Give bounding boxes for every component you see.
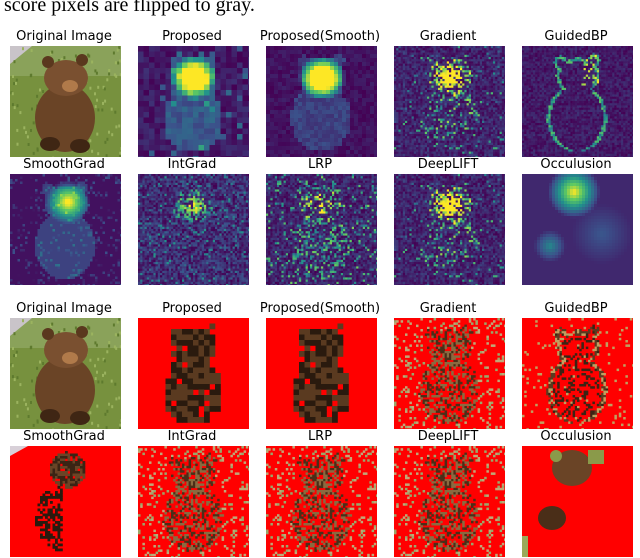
cell-title: Original Image [0,30,128,44]
panel-image [394,46,505,157]
cell-guidedbp: GuidedBP [512,302,640,430]
panel-masked [266,446,377,557]
cell-title: Gradient [384,302,512,316]
panel-photo [10,46,121,157]
panel-heatmap [266,46,377,157]
cell-proposed: Proposed [128,302,256,430]
masked-grid: Original Image Proposed Proposed(Smooth)… [0,302,640,558]
panel-image [394,446,505,557]
panel-image [266,174,377,285]
panel-masked [138,318,249,429]
cell-guidedbp: GuidedBP [512,30,640,160]
cell-title: IntGrad [128,158,256,172]
cell-title: Occulusion [512,158,640,172]
heatmap-grid: Original Image Proposed Proposed(Smooth)… [0,30,640,290]
cell-title: DeepLIFT [384,158,512,172]
panel-image [10,446,121,557]
panel-image [266,318,377,429]
panel-photo [10,318,121,429]
cell-gradient: Gradient [384,30,512,160]
panel-heatmap [266,174,377,285]
panel-image [522,174,633,285]
cell-title: Gradient [384,30,512,44]
cell-title: IntGrad [128,430,256,444]
panel-masked [266,318,377,429]
panel-image [10,318,121,429]
figure-caption-fragment: score pixels are flipped to gray. [4,0,636,20]
cell-proposed-smooth: Proposed(Smooth) [256,30,384,160]
panel-image [266,46,377,157]
panel-heatmap [522,174,633,285]
panel-image [394,318,505,429]
panel-image [522,46,633,157]
cell-original-image: Original Image [0,302,128,430]
cell-title: SmoothGrad [0,158,128,172]
panel-image [138,446,249,557]
cell-title: GuidedBP [512,302,640,316]
panel-heatmap [394,46,505,157]
cell-title: Proposed(Smooth) [256,30,384,44]
panel-image [138,318,249,429]
panel-masked [394,318,505,429]
panel-masked [138,446,249,557]
panel-image [138,46,249,157]
cell-title: GuidedBP [512,30,640,44]
panel-image [394,174,505,285]
cell-title: Proposed [128,30,256,44]
cell-smoothgrad: SmoothGrad [0,430,128,558]
cell-occlusion: Occulusion [512,430,640,558]
panel-masked [10,446,121,557]
cell-title: DeepLIFT [384,430,512,444]
cell-gradient: Gradient [384,302,512,430]
cell-lrp: LRP [256,430,384,558]
cell-occlusion: Occulusion [512,158,640,288]
panel-image [522,446,633,557]
panel-heatmap [394,174,505,285]
panel-heatmap [138,174,249,285]
panel-image [138,174,249,285]
cell-smoothgrad: SmoothGrad [0,158,128,288]
cell-title: LRP [256,430,384,444]
panel-heatmap [138,46,249,157]
panel-image [10,174,121,285]
panel-image [522,318,633,429]
cell-proposed-smooth: Proposed(Smooth) [256,302,384,430]
panel-heatmap [522,46,633,157]
panel-masked [394,446,505,557]
panel-masked [522,446,633,557]
cell-deeplift: DeepLIFT [384,158,512,288]
cell-title: Proposed(Smooth) [256,302,384,316]
cell-deeplift: DeepLIFT [384,430,512,558]
panel-image [10,46,121,157]
panel-heatmap [10,174,121,285]
panel-masked [522,318,633,429]
cell-intgrad: IntGrad [128,158,256,288]
cell-lrp: LRP [256,158,384,288]
cell-title: Proposed [128,302,256,316]
cell-title: LRP [256,158,384,172]
cell-original-image: Original Image [0,30,128,160]
panel-image [266,446,377,557]
cell-proposed: Proposed [128,30,256,160]
cell-title: Original Image [0,302,128,316]
cell-title: SmoothGrad [0,430,128,444]
cell-title: Occulusion [512,430,640,444]
cell-intgrad: IntGrad [128,430,256,558]
